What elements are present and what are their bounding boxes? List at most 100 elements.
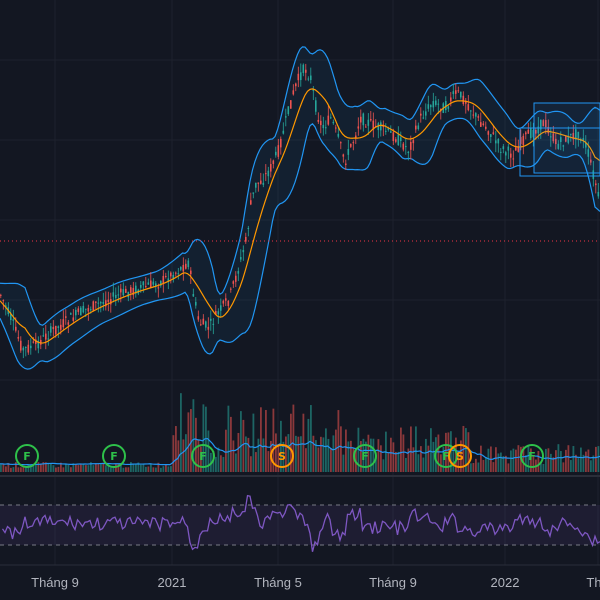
candle-body: [275, 151, 277, 156]
volume-bar: [240, 411, 242, 472]
volume-bar: [205, 406, 207, 472]
range-rectangle[interactable]: [533, 102, 600, 174]
volume-bar: [100, 463, 102, 472]
volume-bar: [555, 450, 557, 472]
volume-bar: [132, 464, 135, 472]
candle-body: [432, 101, 435, 108]
volume-bar: [315, 440, 317, 472]
volume-bar: [247, 437, 250, 472]
candle-body: [310, 75, 312, 81]
candle-body: [167, 278, 170, 283]
time-axis-label: Tháng 9: [369, 575, 417, 590]
candle-body: [557, 143, 560, 149]
volume-bar: [162, 466, 165, 472]
volume-bar: [467, 432, 470, 472]
volume-bar: [7, 462, 10, 472]
candle-body: [315, 100, 317, 112]
candle-body: [42, 335, 45, 337]
candle-body: [477, 116, 480, 118]
volume-bar: [217, 447, 220, 472]
candle-body: [265, 173, 267, 175]
candle-body: [142, 281, 145, 286]
candle-body: [290, 100, 292, 109]
candle-body: [575, 129, 577, 140]
volume-bar: [290, 413, 292, 472]
candle-body: [17, 337, 20, 339]
volume-bar: [120, 463, 122, 472]
candle-body: [197, 316, 200, 320]
candle-body: [235, 275, 237, 282]
volume-bar: [427, 445, 430, 472]
candle-body: [535, 129, 537, 134]
volume-bar: [515, 449, 517, 472]
volume-bar: [135, 464, 137, 472]
candle-body: [5, 305, 7, 308]
volume-bar: [125, 467, 127, 472]
volume-bar: [597, 446, 600, 472]
candle-body: [430, 105, 432, 108]
candle-body: [520, 137, 522, 144]
volume-bar: [85, 465, 87, 472]
candle-body: [55, 325, 57, 335]
volume-bar: [17, 467, 20, 472]
drawn-rectangles[interactable]: [519, 102, 600, 177]
candle-body: [545, 119, 547, 128]
volume-bar: [482, 459, 485, 472]
volume-bar: [280, 420, 282, 472]
volume-bar: [585, 451, 587, 472]
candle-body: [117, 294, 120, 296]
candle-body: [225, 298, 227, 301]
volume-bar: [70, 467, 72, 472]
candle-body: [15, 326, 17, 331]
marker-circle: [270, 444, 294, 468]
signal-marker-f: F: [520, 444, 544, 468]
volume-bar: [497, 453, 500, 472]
candle-body: [517, 146, 520, 152]
volume-bar: [432, 441, 435, 472]
volume-bar: [292, 404, 295, 472]
volume-average-line: [0, 437, 600, 466]
candle-body: [127, 291, 130, 298]
candle-body: [270, 164, 272, 172]
volume-bar: [267, 451, 270, 472]
volume-bar: [67, 465, 70, 472]
volume-bar: [492, 462, 495, 472]
signal-marker-s: S: [448, 444, 472, 468]
volume-bar: [547, 448, 550, 472]
upper-band-line: [0, 46, 600, 326]
volume-bar: [410, 426, 412, 472]
volume-bar: [512, 448, 515, 472]
time-axis-label: Th: [586, 575, 600, 590]
volume-bar: [157, 462, 160, 472]
candle-body: [590, 159, 592, 163]
volume-bar: [575, 454, 577, 472]
candle-body: [510, 153, 512, 158]
candle-body: [460, 91, 462, 98]
candle-body: [377, 123, 380, 131]
candle-body: [145, 285, 147, 288]
volume-bar: [580, 447, 582, 472]
volume-bar: [95, 463, 97, 472]
marker-letter: F: [361, 450, 369, 463]
candle-body: [47, 338, 50, 340]
candle-body: [485, 126, 487, 129]
marker-letter: S: [456, 450, 464, 463]
volume-bar: [262, 438, 265, 472]
volume-bar: [305, 448, 307, 472]
time-axis[interactable]: Tháng 9 2021 Tháng 5 Tháng 9 2022 Th: [31, 575, 600, 590]
candle-body: [317, 119, 320, 122]
moving-average-line: [0, 88, 600, 344]
volume-bar: [160, 467, 162, 472]
candle-body: [452, 91, 455, 95]
volume-bar: [45, 462, 47, 472]
volume-bar: [587, 449, 590, 472]
volume-bar: [495, 447, 497, 472]
candle-body: [222, 300, 225, 304]
volume-bar: [485, 457, 487, 472]
candle-body: [252, 192, 255, 194]
volume-bar: [0, 464, 2, 472]
range-rectangle[interactable]: [519, 127, 600, 177]
marker-circle: [102, 444, 126, 468]
volume-bar: [295, 435, 297, 472]
